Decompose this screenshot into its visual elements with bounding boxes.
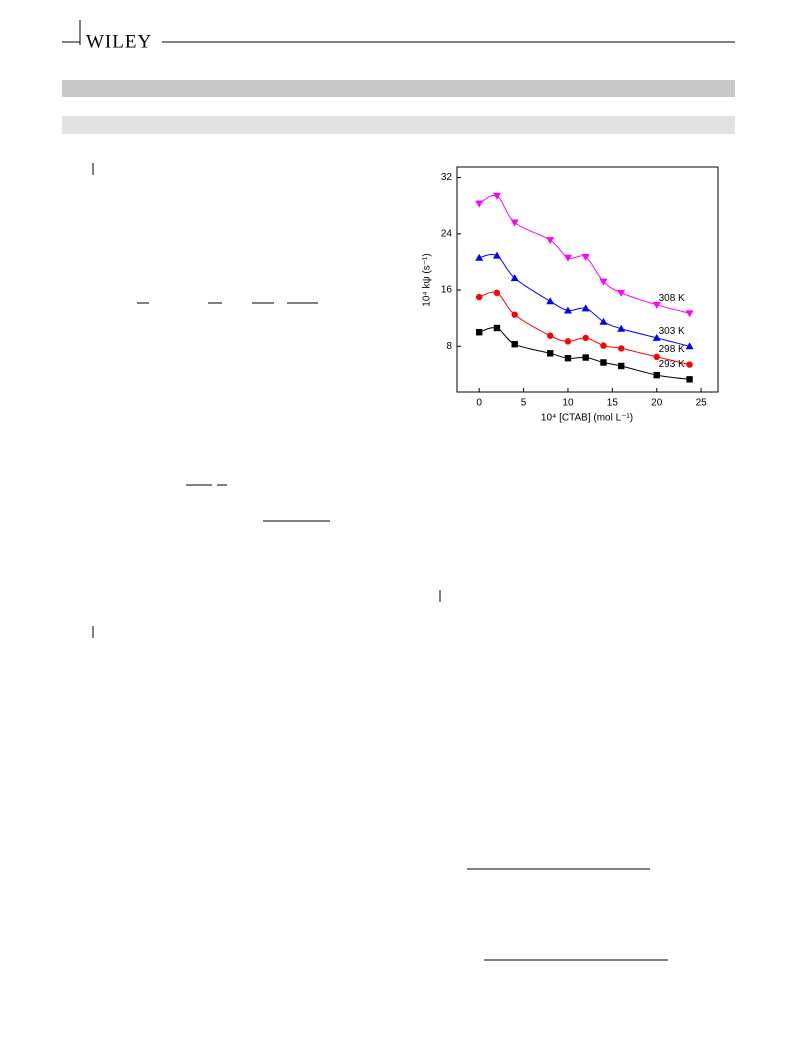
marker [493, 324, 501, 332]
series-line [479, 291, 690, 366]
x-tick-label: 0 [476, 398, 482, 409]
marker [653, 353, 660, 361]
subsection-bar [62, 116, 735, 134]
series-label: 298 K [659, 344, 685, 355]
marker [686, 376, 693, 383]
marker [492, 192, 501, 200]
marker [563, 306, 572, 314]
x-tick-label: 15 [607, 398, 619, 409]
x-axis-label: 10⁴ [CTAB] (mol L⁻¹) [541, 413, 633, 424]
logo: WILEY [86, 31, 152, 52]
marker [546, 297, 555, 305]
marker [599, 317, 608, 325]
y-tick-label: 32 [441, 172, 453, 183]
marker [581, 254, 590, 261]
marker [510, 219, 519, 227]
marker [618, 362, 625, 370]
marker [600, 342, 607, 349]
marker [547, 350, 554, 357]
marker [600, 359, 607, 366]
plot-frame [456, 166, 719, 393]
marker [546, 237, 555, 245]
marker [492, 251, 501, 259]
marker [475, 329, 483, 336]
x-tick-label: 5 [521, 398, 527, 409]
series-label: 308 K [659, 293, 685, 304]
marker [547, 332, 554, 339]
section-bar [62, 80, 735, 97]
marker [685, 310, 694, 318]
marker [475, 253, 484, 261]
text-placeholders [92, 163, 668, 961]
marker [564, 355, 572, 362]
marker [493, 289, 501, 297]
marker [564, 338, 572, 345]
marker [617, 324, 626, 332]
y-tick-label: 8 [446, 341, 452, 352]
marker [685, 342, 694, 350]
marker [686, 361, 693, 368]
marker [511, 311, 518, 318]
marker [511, 340, 518, 348]
series-line [479, 253, 690, 347]
x-tick-label: 20 [651, 398, 663, 409]
marker [653, 371, 660, 379]
series-line [479, 327, 690, 380]
marker [617, 289, 626, 297]
y-tick-label: 16 [441, 285, 453, 296]
y-axis-label: 10⁴ kψ (s⁻¹) [422, 253, 433, 306]
series-label: 303 K [659, 326, 685, 337]
marker [510, 274, 519, 282]
marker [652, 333, 661, 341]
marker [582, 354, 589, 361]
marker [599, 278, 608, 286]
series-line [478, 194, 690, 314]
marker [563, 254, 572, 262]
x-tick-label: 10 [562, 398, 574, 409]
marker [582, 334, 589, 342]
marker [652, 301, 661, 309]
x-tick-label: 25 [696, 398, 708, 409]
y-tick-label: 24 [441, 228, 453, 239]
marker [581, 304, 590, 312]
marker [618, 345, 625, 352]
marker [475, 293, 483, 301]
marker [475, 200, 484, 208]
series-label: 293 K [659, 359, 685, 370]
